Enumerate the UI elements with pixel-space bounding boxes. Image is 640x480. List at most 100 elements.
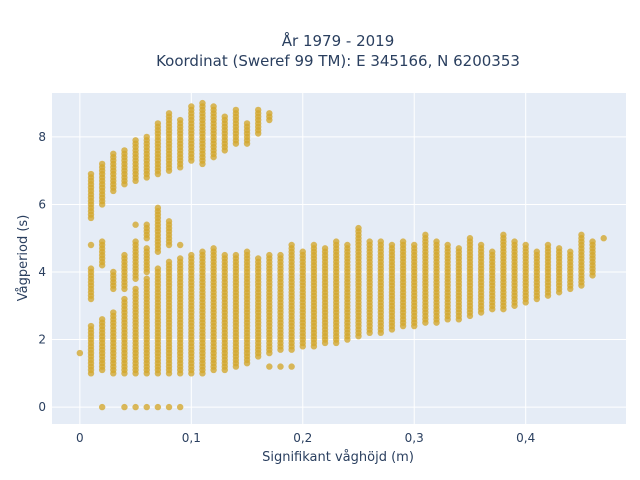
data-point: [176, 241, 184, 249]
data-point: [132, 238, 139, 245]
data-point: [98, 160, 106, 168]
data-point: [176, 116, 184, 124]
data-point: [210, 103, 217, 110]
data-point: [121, 251, 128, 259]
data-point: [355, 224, 362, 232]
data-point: [121, 403, 128, 411]
y-axis-ticks: 0 2 4 6 8: [38, 130, 46, 414]
x-axis-ticks: 0 0,1 0,2 0,3 0,4: [76, 431, 535, 445]
data-point: [388, 241, 396, 249]
y-tick-label: 6: [38, 197, 46, 211]
data-point: [210, 245, 217, 252]
data-point: [87, 241, 95, 249]
data-point: [143, 403, 150, 411]
data-point: [288, 241, 295, 249]
data-point: [188, 251, 195, 259]
data-point: [589, 238, 596, 245]
data-point: [422, 231, 429, 239]
data-point: [110, 268, 117, 276]
data-point: [176, 403, 184, 411]
data-point: [277, 251, 284, 259]
data-point: [232, 106, 240, 114]
data-point: [98, 316, 106, 323]
data-point: [477, 241, 485, 249]
data-point: [522, 241, 529, 249]
data-point: [489, 248, 496, 255]
x-tick-label: 0,1: [182, 431, 201, 445]
data-point: [132, 403, 139, 411]
y-tick-label: 8: [38, 130, 46, 144]
data-point: [143, 133, 150, 141]
data-point: [555, 245, 563, 252]
data-point: [87, 265, 95, 272]
data-point: [154, 403, 162, 411]
data-point: [76, 349, 84, 357]
data-point: [232, 251, 240, 259]
data-point: [87, 170, 95, 178]
data-point: [433, 238, 440, 245]
data-point: [154, 265, 162, 272]
data-point: [165, 218, 173, 225]
data-point: [466, 235, 474, 242]
data-point: [277, 363, 284, 370]
data-point: [132, 285, 139, 293]
data-point: [321, 245, 329, 252]
data-point: [98, 403, 106, 411]
data-point: [444, 241, 451, 249]
data-point: [110, 309, 117, 316]
data-point: [299, 248, 306, 255]
x-tick-label: 0: [76, 431, 84, 445]
data-point: [221, 113, 228, 120]
data-point: [567, 248, 574, 255]
data-point: [511, 238, 518, 245]
data-point: [243, 248, 251, 255]
data-point: [310, 241, 318, 249]
data-point: [243, 120, 251, 127]
data-point: [399, 238, 407, 245]
data-point: [221, 251, 228, 259]
y-tick-label: 4: [38, 265, 46, 279]
data-point: [578, 231, 585, 239]
data-point: [87, 322, 95, 330]
data-point: [143, 275, 150, 282]
y-axis-title: Vågperiod (s): [16, 215, 31, 302]
chart-title: År 1979 - 2019: [282, 31, 395, 50]
data-point: [266, 251, 273, 259]
data-point: [254, 255, 262, 262]
data-point: [110, 150, 117, 157]
x-tick-label: 0,3: [405, 431, 424, 445]
data-point: [154, 120, 162, 127]
data-point: [199, 248, 206, 255]
data-point: [254, 106, 262, 114]
data-point: [455, 245, 463, 252]
data-point: [132, 137, 139, 144]
data-point: [154, 204, 162, 212]
data-point: [544, 241, 552, 249]
data-point: [333, 238, 340, 245]
data-point: [143, 245, 150, 252]
chart-subtitle: Koordinat (Sweref 99 TM): E 345166, N 62…: [156, 52, 520, 70]
data-point: [533, 248, 541, 255]
x-tick-label: 0,4: [516, 431, 535, 445]
x-tick-label: 0,2: [293, 431, 312, 445]
data-point: [165, 110, 173, 117]
data-point: [176, 255, 184, 262]
data-point: [500, 231, 507, 239]
data-point: [288, 363, 295, 370]
data-point: [165, 403, 173, 411]
x-axis-title: Signifikant våghöjd (m): [262, 450, 414, 465]
data-point: [377, 238, 384, 245]
data-point: [366, 238, 373, 245]
data-point: [121, 147, 128, 154]
data-point: [132, 221, 139, 228]
data-point: [344, 241, 351, 249]
data-point: [188, 103, 195, 110]
data-point: [98, 238, 106, 245]
data-point: [143, 221, 150, 228]
data-point: [266, 363, 273, 370]
y-tick-label: 2: [38, 333, 46, 347]
data-point: [165, 258, 173, 266]
data-point: [199, 99, 206, 107]
y-tick-label: 0: [38, 400, 46, 414]
